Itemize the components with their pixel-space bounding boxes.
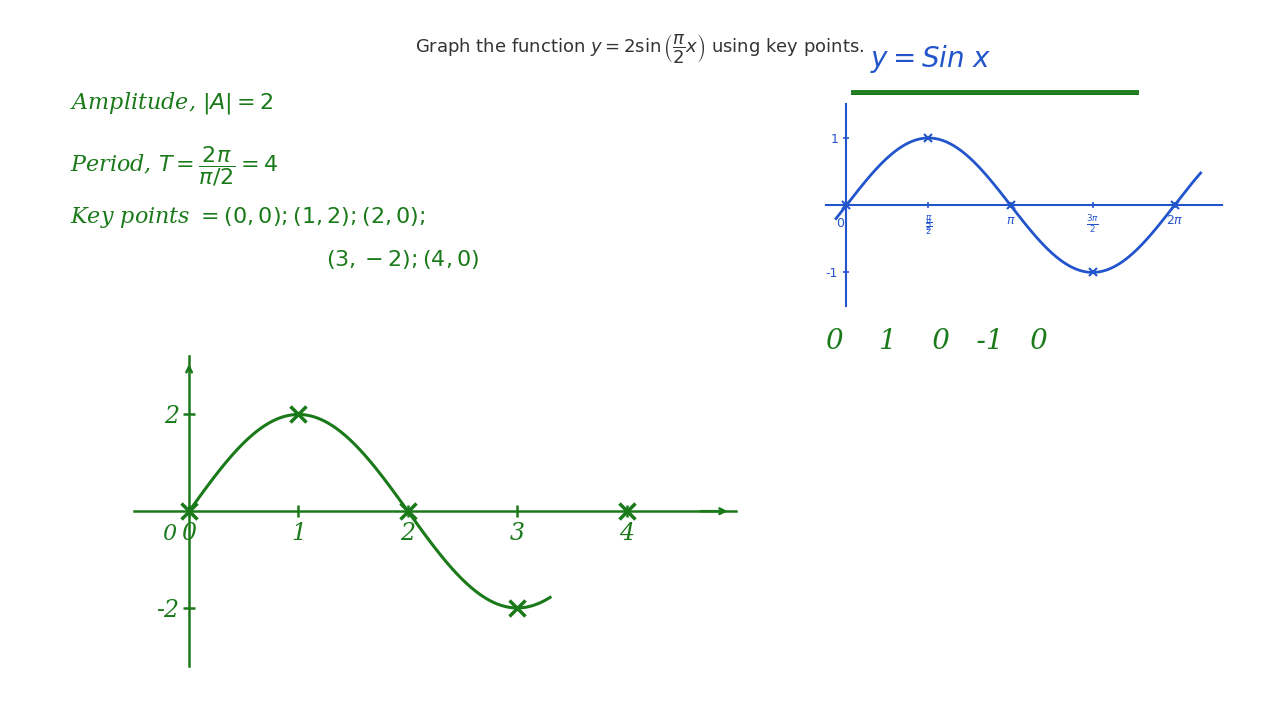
Text: Period, $T = \dfrac{2\pi}{\pi/2} = 4$: Period, $T = \dfrac{2\pi}{\pi/2} = 4$ xyxy=(70,144,279,188)
Text: Graph the function $y = 2\sin\left(\dfrac{\pi}{2}x\right)$ using key points.: Graph the function $y = 2\sin\left(\dfra… xyxy=(415,32,865,66)
Text: Key points $= (0, 0); (1, 2); (2, 0);$: Key points $= (0, 0); (1, 2); (2, 0);$ xyxy=(70,205,426,230)
Text: $y = Sin$ $x$: $y = Sin$ $x$ xyxy=(870,43,992,75)
Text: 0: 0 xyxy=(836,217,844,230)
Text: $(3, -2); (4, 0)$: $(3, -2); (4, 0)$ xyxy=(326,248,480,271)
Text: Amplitude, $|A| = 2$: Amplitude, $|A| = 2$ xyxy=(70,90,274,116)
Text: 0    1    0   -1   0: 0 1 0 -1 0 xyxy=(826,328,1047,354)
Text: 0: 0 xyxy=(161,523,175,545)
Text: $\frac{\pi}{2}$: $\frac{\pi}{2}$ xyxy=(924,217,932,237)
